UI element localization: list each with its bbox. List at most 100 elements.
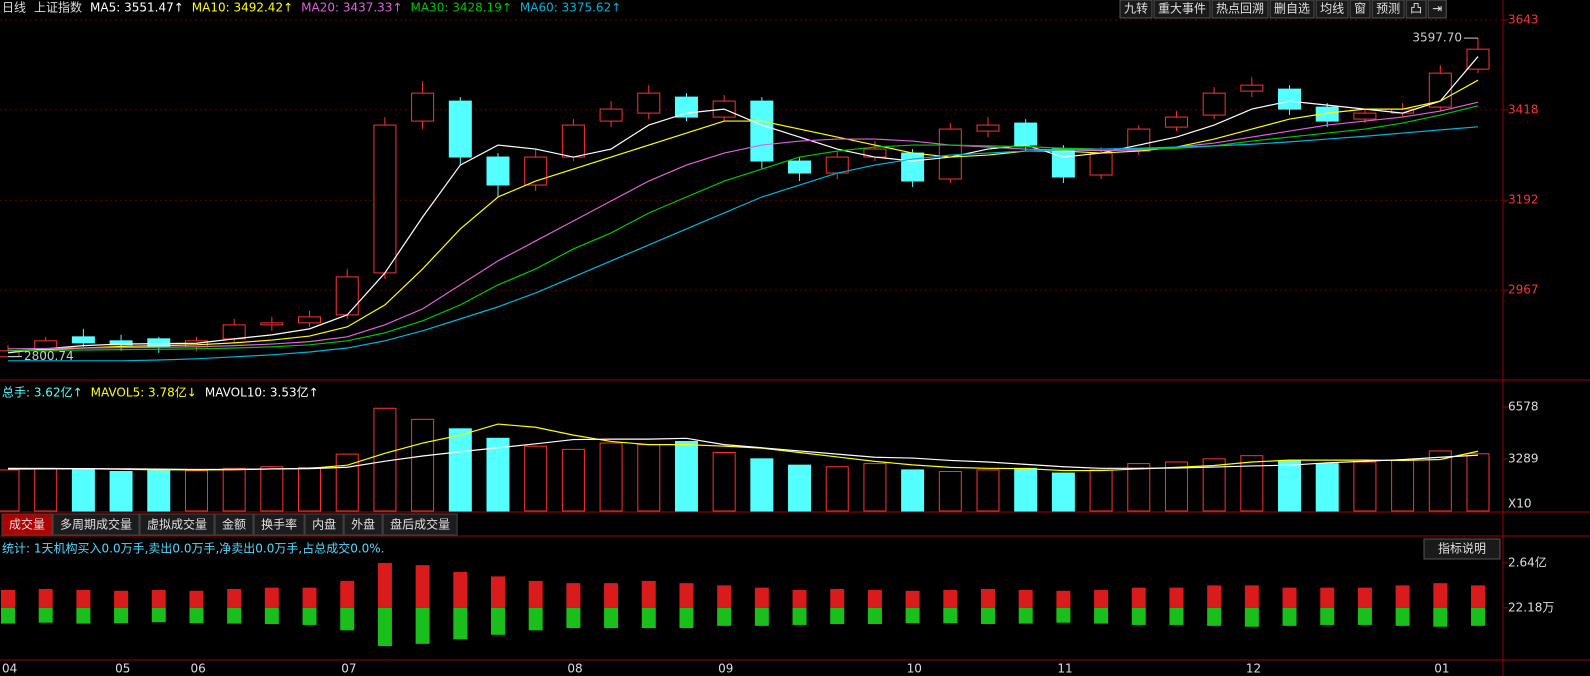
candle-body [1278,88,1302,110]
volume-bar [0,469,20,512]
x-tick-label: 08 [567,662,582,676]
indicator-tab[interactable] [52,513,140,536]
toolbar-button[interactable] [1315,0,1349,19]
flow-bar [528,580,543,608]
y-tick-label: 22.18万 [1508,600,1554,614]
legend-entry: MA5: 3551.47↑ [90,1,184,15]
toolbar-button[interactable] [1119,0,1153,19]
indicator-tab[interactable] [343,513,383,536]
flow-bar [1282,587,1297,608]
candle-body [1428,72,1452,108]
flow-bar [377,562,392,608]
indicator-tab-label[interactable]: 内盘 [312,517,336,532]
volume-bar [1428,450,1452,512]
toolbar-button[interactable] [1371,0,1405,19]
flow-bar [1207,585,1222,608]
volume-bar [825,466,849,512]
toolbar-button-label[interactable]: 删自选 [1274,2,1310,16]
legend-entry: MA30: 3428.19↑ [411,1,512,15]
x-tick-label: 07 [341,662,356,676]
indicator-tab-label[interactable]: 外盘 [351,517,375,532]
x-tick-label: 11 [1057,662,1072,676]
flow-bar [264,607,279,625]
flow-bar [151,607,166,623]
toolbar-button[interactable] [1211,0,1269,19]
indicator-tab[interactable] [1,513,53,536]
volume-bar [637,444,661,512]
flow-bar [38,588,53,608]
flow-bar [1433,583,1448,608]
x-tick-label: 04 [2,662,17,676]
indicator-tab[interactable] [304,513,344,536]
flow-bar [679,607,694,629]
help-button[interactable] [1423,538,1501,560]
ma-line [8,126,1479,362]
indicator-tab[interactable] [139,513,215,536]
mavol-line [7,437,1479,471]
flow-bar [867,607,882,625]
toolbar-button-label[interactable]: 九转 [1124,1,1148,16]
help-button-label[interactable]: 指标说明 [1438,541,1486,556]
candle-body [1315,106,1339,122]
toolbar-button-label[interactable]: 窗 [1354,2,1366,16]
indicator-tab-label[interactable]: 成交量 [9,517,45,532]
toolbar-button-label[interactable]: 预测 [1376,2,1400,16]
flow-bar [830,588,845,608]
flow-bar [491,576,505,608]
candle-body [411,92,435,122]
x-tick-label: 12 [1246,662,1261,676]
toolbar-button[interactable] [1153,0,1211,19]
toolbar-button[interactable] [1269,0,1315,19]
flow-bar [717,607,732,626]
toolbar-button[interactable] [1349,0,1371,19]
extreme-label: 2800.74 [24,349,74,363]
indicator-tab-label[interactable]: 换手率 [261,517,297,532]
flow-bar [1282,607,1297,626]
indicator-tab-label[interactable]: 金额 [222,517,246,532]
y-tick-label: 3289 [1508,452,1539,466]
volume-bar [260,466,284,512]
volume-bar [448,428,472,512]
volume-bar [184,470,208,512]
indicator-tab-label[interactable]: 盘后成交量 [390,517,450,532]
chart-title: 日线 [2,1,26,15]
legend-entry: MAVOL5: 3.78亿↓ [91,385,197,400]
flow-bar [830,607,845,625]
toolbar-button-label[interactable]: 凸 [1410,2,1422,16]
ma-line [7,105,1479,352]
indicator-tab-label[interactable]: 多周期成交量 [60,517,132,532]
indicator-tab[interactable] [214,513,254,536]
volume-bar [674,440,698,512]
flow-bar [340,607,355,631]
toolbar-button-label[interactable]: 热点回溯 [1216,1,1264,16]
indicator-tab-label[interactable]: 虚拟成交量 [147,517,207,532]
toolbar-button[interactable] [1427,0,1447,19]
toolbar-button[interactable] [1405,0,1427,19]
y-tick-label: 6578 [1508,400,1539,414]
candle-body [976,124,1000,132]
flow-bar [905,590,920,608]
flow-bar [1018,589,1033,608]
ma-line [7,101,1479,350]
volume-bar [109,470,133,512]
candle-body [486,156,510,186]
toolbar-button-label[interactable]: 重大事件 [1158,2,1206,16]
candle-body [298,316,322,324]
x-tick-label: 01 [1434,662,1449,676]
volume-bar [486,437,510,512]
toolbar-button-label[interactable]: ⇥ [1432,2,1442,16]
flow-bar [1,589,15,608]
candle-body [1051,148,1075,178]
legend-entry: MA10: 3492.42↑ [192,1,293,15]
toolbar-button-label[interactable]: 均线 [1320,2,1344,16]
volume-bar [1051,472,1075,512]
flow-bar [453,607,468,640]
flow-bar [717,585,732,608]
indicator-tab[interactable] [253,513,305,536]
indicator-tab[interactable] [382,513,458,536]
flow-bar [377,607,392,647]
flow-bar [792,589,807,608]
flow-bar [491,607,505,635]
flow-bar [264,587,279,608]
